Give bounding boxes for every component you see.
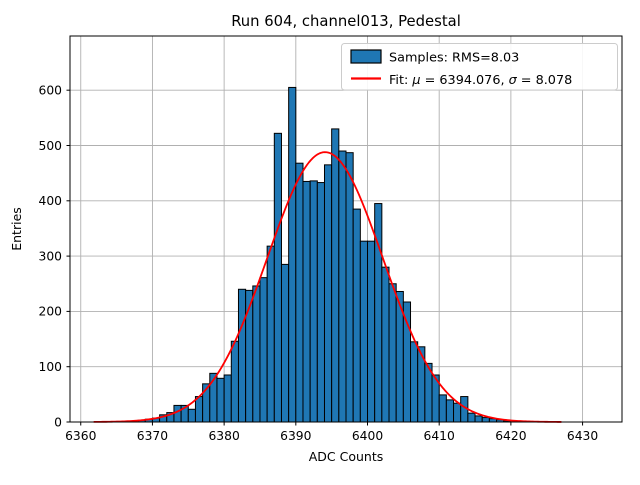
histogram-bar — [453, 402, 462, 423]
histogram-bar — [410, 341, 419, 423]
histogram-bar — [223, 374, 232, 423]
y-tick-label: 0 — [54, 415, 62, 429]
histogram-bar — [295, 162, 304, 423]
histogram-bar — [187, 408, 196, 423]
histogram-bar — [173, 404, 182, 423]
x-tick-label: 6410 — [424, 429, 455, 443]
histogram-bar — [288, 86, 297, 423]
legend: Samples: RMS=8.03 Fit: μ = 6394.076, σ =… — [341, 43, 618, 91]
histogram-bar — [259, 277, 268, 423]
x-tick-label: 6390 — [280, 429, 311, 443]
histogram-bar — [237, 288, 247, 423]
plot-border — [69, 35, 623, 423]
histogram-bar — [467, 412, 476, 423]
histogram-bar — [345, 152, 354, 423]
chart-title: Run 604, channel013, Pedestal — [231, 13, 461, 30]
y-tick-label: 400 — [39, 194, 62, 208]
x-tick-label: 6420 — [495, 429, 526, 443]
histogram-bar — [266, 245, 275, 423]
histogram-bar — [280, 263, 290, 423]
legend-box — [341, 43, 618, 91]
histogram-bar — [194, 396, 204, 423]
histogram-bar — [230, 340, 239, 423]
histogram-bar — [216, 377, 225, 423]
x-tick-label: 6380 — [208, 429, 239, 443]
histogram-bar — [445, 399, 455, 423]
y-tick-label: 300 — [39, 249, 62, 263]
histogram-bar — [359, 240, 369, 423]
histogram-bars — [137, 86, 512, 423]
histogram-bar — [302, 180, 311, 423]
histogram-bar — [474, 415, 483, 423]
histogram-bar — [273, 132, 282, 423]
histogram-bar — [402, 301, 412, 423]
x-axis-label: ADC Counts — [309, 449, 384, 464]
fit-line — [93, 151, 562, 423]
y-axis-ticks: 0 100 200 300 400 500 600 — [39, 83, 70, 429]
histogram-bar — [388, 283, 397, 423]
legend-samples-swatch — [350, 49, 382, 64]
histogram-bar — [323, 164, 333, 423]
histogram-bar — [352, 208, 361, 423]
x-tick-label: 6430 — [567, 429, 598, 443]
histogram-bar — [381, 266, 390, 423]
y-tick-label: 100 — [39, 360, 62, 374]
histogram-bar — [338, 150, 347, 423]
histogram-bar — [316, 182, 325, 423]
x-tick-label: 6370 — [137, 429, 168, 443]
histogram-bar — [438, 394, 447, 423]
x-tick-label: 6400 — [352, 429, 383, 443]
histogram-bar — [367, 240, 376, 423]
x-axis-ticks: 6360 6370 6380 6390 6400 6410 6420 6430 — [65, 422, 598, 443]
y-tick-label: 200 — [39, 305, 62, 319]
histogram-bar — [309, 180, 318, 423]
histogram-bar — [252, 285, 261, 423]
y-axis-label: Entries — [9, 207, 24, 251]
histogram-bar — [245, 289, 254, 423]
histogram-bar — [481, 417, 490, 423]
legend-samples-label: Samples: RMS=8.03 — [389, 51, 519, 66]
x-tick-label: 6360 — [65, 429, 96, 443]
y-tick-label: 600 — [39, 83, 62, 97]
y-tick-label: 500 — [39, 139, 62, 153]
histogram-bar — [331, 128, 340, 423]
legend-fit-label: Fit: μ = 6394.076, σ = 8.078 — [389, 73, 572, 88]
